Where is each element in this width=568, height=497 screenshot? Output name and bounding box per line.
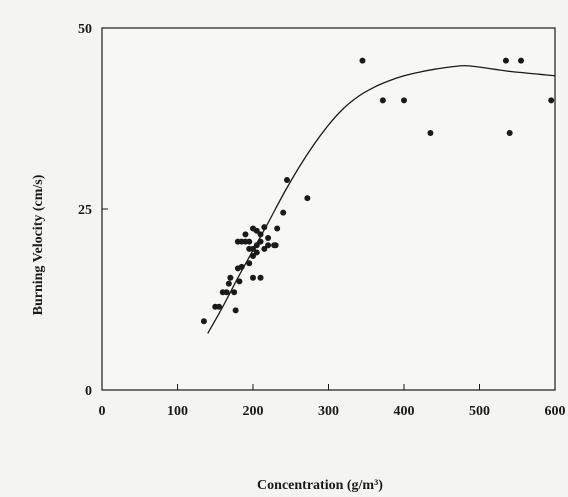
x-tick-label: 100 — [167, 404, 188, 419]
data-point — [304, 195, 311, 202]
data-point — [253, 227, 260, 234]
data-point — [518, 57, 525, 64]
x-tick-label: 0 — [99, 404, 106, 419]
data-point — [250, 274, 256, 281]
x-tick-label: 600 — [545, 404, 566, 419]
data-point — [232, 307, 239, 314]
data-point — [261, 245, 268, 252]
data-point — [265, 242, 272, 249]
plot-background — [102, 28, 555, 390]
data-point — [200, 318, 207, 325]
data-point — [227, 274, 234, 281]
data-point — [427, 129, 434, 136]
data-point — [274, 225, 281, 232]
data-point — [253, 242, 260, 249]
data-point — [261, 224, 268, 231]
x-tick-label: 200 — [243, 404, 264, 419]
data-point — [257, 238, 264, 245]
x-tick-label: 300 — [318, 404, 339, 419]
y-tick-label: 50 — [78, 22, 92, 37]
data-point — [246, 238, 253, 245]
data-point — [246, 260, 253, 267]
data-point — [236, 278, 243, 285]
y-axis-label: Burning Velocity (cm/s) — [31, 174, 46, 315]
data-point — [253, 249, 260, 256]
y-axis-ticks: 0 25 50 — [78, 22, 108, 399]
x-axis-ticks: 0 100 200 300 400 500 600 — [99, 384, 566, 419]
x-axis-label: Concentration (g/m³) — [257, 478, 383, 493]
data-point — [223, 289, 230, 296]
data-point — [506, 129, 513, 136]
fit-line — [207, 64, 556, 334]
data-point — [548, 97, 555, 104]
data-point — [401, 97, 407, 104]
data-point — [216, 303, 223, 310]
x-tick-label: 400 — [394, 404, 415, 419]
data-points — [200, 57, 555, 325]
data-point — [231, 289, 238, 296]
data-point — [242, 231, 249, 238]
data-point — [238, 263, 245, 270]
data-point — [272, 242, 279, 249]
data-point — [265, 234, 272, 241]
data-point — [250, 253, 256, 260]
x-tick-label: 500 — [469, 404, 490, 419]
data-point — [225, 280, 232, 287]
data-point — [280, 209, 287, 216]
data-point — [257, 274, 264, 281]
data-point — [250, 245, 256, 252]
y-tick-label: 25 — [78, 203, 92, 218]
y-tick-label: 0 — [85, 384, 92, 399]
data-point — [283, 177, 290, 184]
data-point — [502, 57, 509, 64]
data-point — [359, 57, 366, 64]
data-point — [379, 97, 386, 104]
data-point — [257, 231, 264, 238]
